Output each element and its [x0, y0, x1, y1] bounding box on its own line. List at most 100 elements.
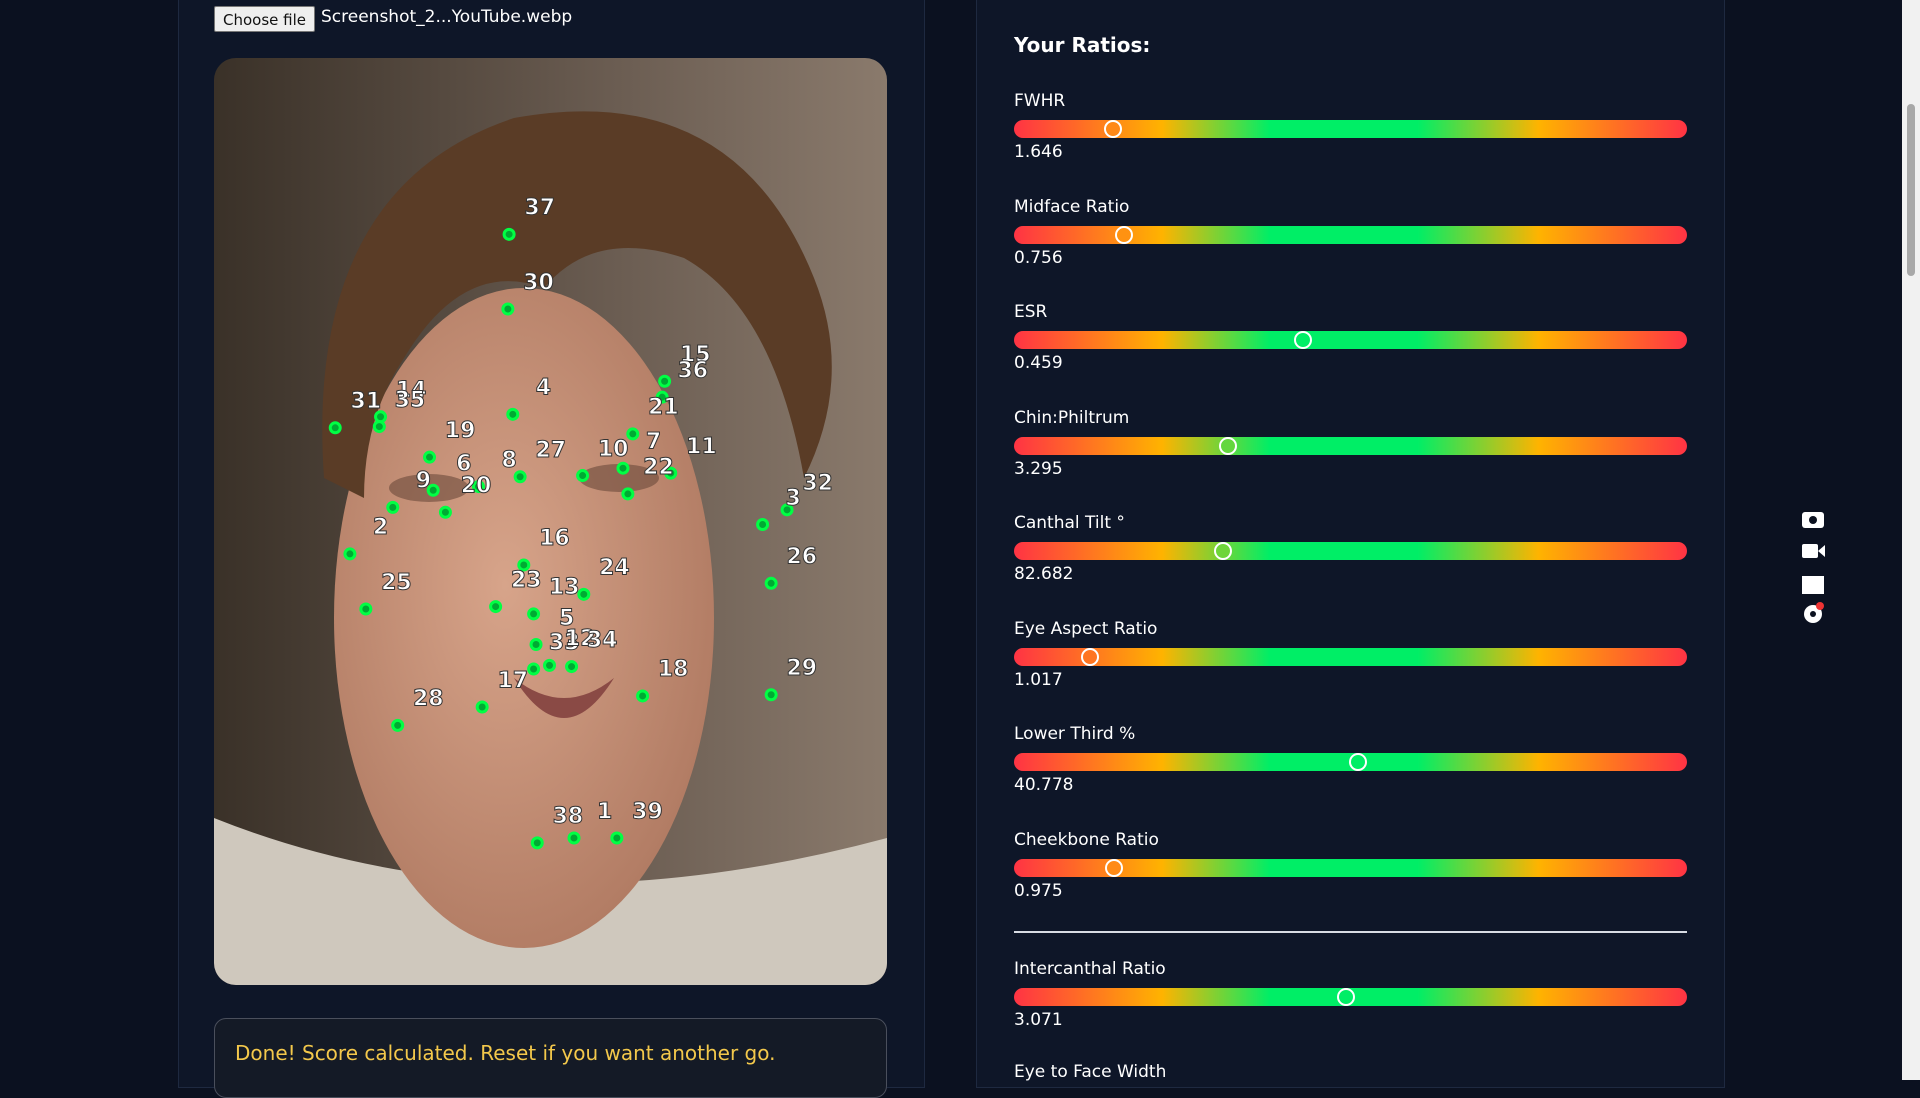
landmark-label: 26: [786, 545, 817, 570]
choose-file-button[interactable]: Choose file: [214, 6, 315, 32]
landmark-point: [527, 607, 541, 621]
landmark-label: 10: [598, 437, 629, 462]
ratio-bar: [1014, 858, 1687, 877]
landmark-label: 21: [648, 395, 679, 420]
landmark-label: 12: [565, 627, 596, 652]
landmark-point: [664, 466, 678, 480]
ratio-value: 40.778: [1014, 775, 1074, 795]
ratio-label: Eye to Face Width: [1014, 1062, 1167, 1082]
landmark-label: 30: [523, 270, 554, 295]
landmark-point: [529, 638, 543, 652]
landmark-label: 20: [461, 474, 492, 499]
landmark-label: 38: [553, 804, 584, 829]
landmark-label: 13: [549, 575, 580, 600]
landmark-point: [655, 390, 669, 404]
landmark-point: [471, 480, 485, 494]
landmark-point: [502, 227, 516, 241]
landmark-label: 11: [686, 434, 717, 459]
slider-thumb: [1214, 542, 1233, 560]
landmark-point: [764, 576, 778, 590]
landmark-label: 32: [802, 471, 833, 496]
landmark-label: 8: [501, 448, 516, 473]
ratio-value: 0.975: [1014, 880, 1063, 901]
landmark-point: [386, 500, 400, 514]
landmark-label: 39: [632, 799, 663, 824]
ratio-label: Cheekbone Ratio: [1014, 829, 1159, 850]
landmark-point: [475, 700, 489, 714]
scrollbar[interactable]: [1902, 0, 1920, 1080]
slider-thumb: [1105, 858, 1124, 877]
slider-thumb: [1293, 331, 1312, 349]
landmark-point: [621, 487, 635, 501]
ratio-label: Canthal Tilt °: [1014, 513, 1125, 533]
ratio-label: Intercanthal Ratio: [1014, 959, 1166, 979]
landmark-label: 7: [646, 429, 661, 454]
landmark-point: [527, 662, 541, 676]
slider-thumb: [1081, 647, 1100, 666]
landmark-label: 9: [416, 469, 431, 494]
landmark-point: [438, 505, 452, 519]
capture-toolbar: [1796, 478, 1828, 630]
landmark-point: [626, 427, 640, 441]
landmark-label: 27: [535, 438, 566, 463]
status-text: Done! Score calculated. Reset if you wan…: [235, 1041, 776, 1065]
slider-thumb: [1103, 120, 1122, 138]
landmark-label: 14: [396, 378, 427, 403]
ratio-value: 3.295: [1014, 458, 1063, 479]
landmark-point: [658, 374, 672, 388]
slider-thumb: [1336, 988, 1355, 1006]
ratio-value: 0.459: [1014, 353, 1063, 373]
ratio-value: 82.682: [1014, 564, 1074, 584]
slider-thumb: [1219, 436, 1237, 455]
landmark-point: [328, 421, 342, 435]
scroll-thumb[interactable]: [1907, 104, 1915, 276]
landmark-label: 3: [786, 486, 801, 511]
landmark-label: 4: [536, 376, 551, 401]
landmark-point: [489, 600, 503, 614]
ratio-bar: [1014, 988, 1687, 1006]
landmark-point: [359, 602, 373, 616]
landmark-label: 22: [643, 455, 674, 480]
landmark-point: [426, 483, 440, 497]
landmark-label: 33: [549, 630, 580, 655]
landmark-point: [636, 689, 650, 703]
landmark-point: [501, 302, 515, 316]
landmark-label: 34: [587, 628, 618, 653]
landmark-point: [391, 718, 405, 732]
ratio-label: FWHR: [1014, 91, 1066, 111]
ratio-value: 0.756: [1014, 247, 1063, 268]
ratios-title: Your Ratios:: [1014, 33, 1151, 57]
landmark-label: 15: [680, 343, 711, 368]
landmark-label: 37: [524, 196, 555, 221]
ratio-label: ESR: [1014, 302, 1048, 322]
ratio-value: 1.646: [1014, 142, 1063, 162]
ratio-bar: [1014, 647, 1687, 666]
landmark-point: [506, 407, 520, 421]
landmark-label: 16: [539, 526, 570, 551]
landmark-label: 6: [456, 452, 471, 477]
landmark-label: 1: [597, 799, 612, 824]
ratio-bar: [1014, 542, 1687, 560]
landmark-point: [780, 503, 794, 517]
landmark-label: 23: [511, 568, 542, 593]
landmark-label: 36: [677, 358, 708, 383]
landmark-point: [616, 461, 630, 475]
landmark-point: [756, 518, 770, 532]
landmark-point: [372, 420, 386, 434]
slider-thumb: [1115, 225, 1134, 244]
landmark-label: 25: [381, 570, 412, 595]
landmark-point: [764, 688, 778, 702]
ratio-value: 1.017: [1014, 669, 1063, 690]
landmark-point: [517, 558, 531, 572]
ratio-label: Midface Ratio: [1014, 196, 1130, 217]
landmark-label: 19: [445, 418, 476, 443]
window-icon[interactable]: [1802, 576, 1824, 594]
landmark-label: 18: [658, 657, 689, 682]
landmark-point: [530, 836, 544, 850]
video-icon[interactable]: [1802, 544, 1818, 558]
landmark-label: 31: [351, 389, 382, 414]
ratio-bar: [1014, 225, 1687, 244]
